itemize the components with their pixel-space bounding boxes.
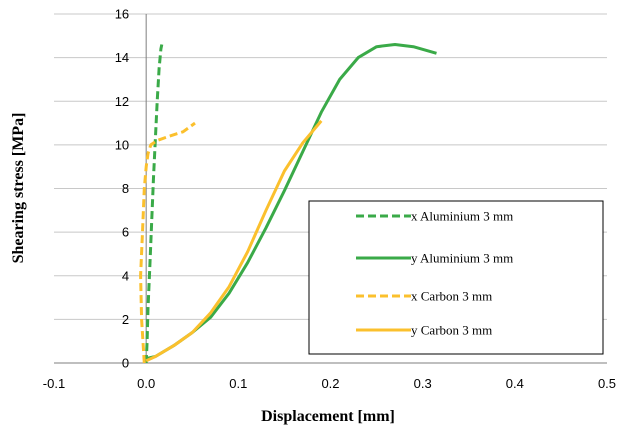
x-tick-label: 0.3 <box>414 376 432 391</box>
x-tick-label: 0.4 <box>506 376 524 391</box>
series-line-4 <box>145 119 323 363</box>
y-tick-label: 2 <box>122 312 129 327</box>
y-axis-title: Shearing stress [MPa] <box>10 113 27 264</box>
x-tick-label: 0.5 <box>598 376 616 391</box>
y-tick-label: 12 <box>115 94 129 109</box>
legend-label: y Carbon 3 mm <box>411 323 492 338</box>
legend-label: x Aluminium 3 mm <box>411 209 513 224</box>
x-tick-label: 0.0 <box>137 376 155 391</box>
legend: x Aluminium 3 mm y Aluminium 3 mm x Carbon… <box>308 200 604 355</box>
legend-label: x Carbon 3 mm <box>411 289 492 304</box>
x-tick-labels: -0.1 0.0 0.1 0.2 0.3 0.4 0.5 <box>43 376 616 391</box>
y-tick-label: 4 <box>122 268 129 283</box>
y-tick-label: 8 <box>122 181 129 196</box>
y-tick-label: 6 <box>122 225 129 240</box>
y-tick-label: 10 <box>115 137 129 152</box>
x-tick-label: -0.1 <box>43 376 65 391</box>
series-lines <box>139 43 437 364</box>
axes <box>54 14 607 364</box>
x-axis-title: Displacement [mm] <box>261 408 395 425</box>
y-tick-label: 16 <box>115 7 129 22</box>
series-line-1 <box>144 44 164 364</box>
legend-label: y Aluminium 3 mm <box>411 251 513 266</box>
x-tick-label: 0.1 <box>229 376 247 391</box>
x-tick-label: 0.2 <box>321 376 339 391</box>
y-tick-label: 14 <box>115 50 129 65</box>
y-tick-label: 0 <box>122 356 129 371</box>
series-line-3 <box>139 121 196 364</box>
y-tick-labels: 0 2 4 6 8 10 12 14 16 <box>115 7 129 371</box>
